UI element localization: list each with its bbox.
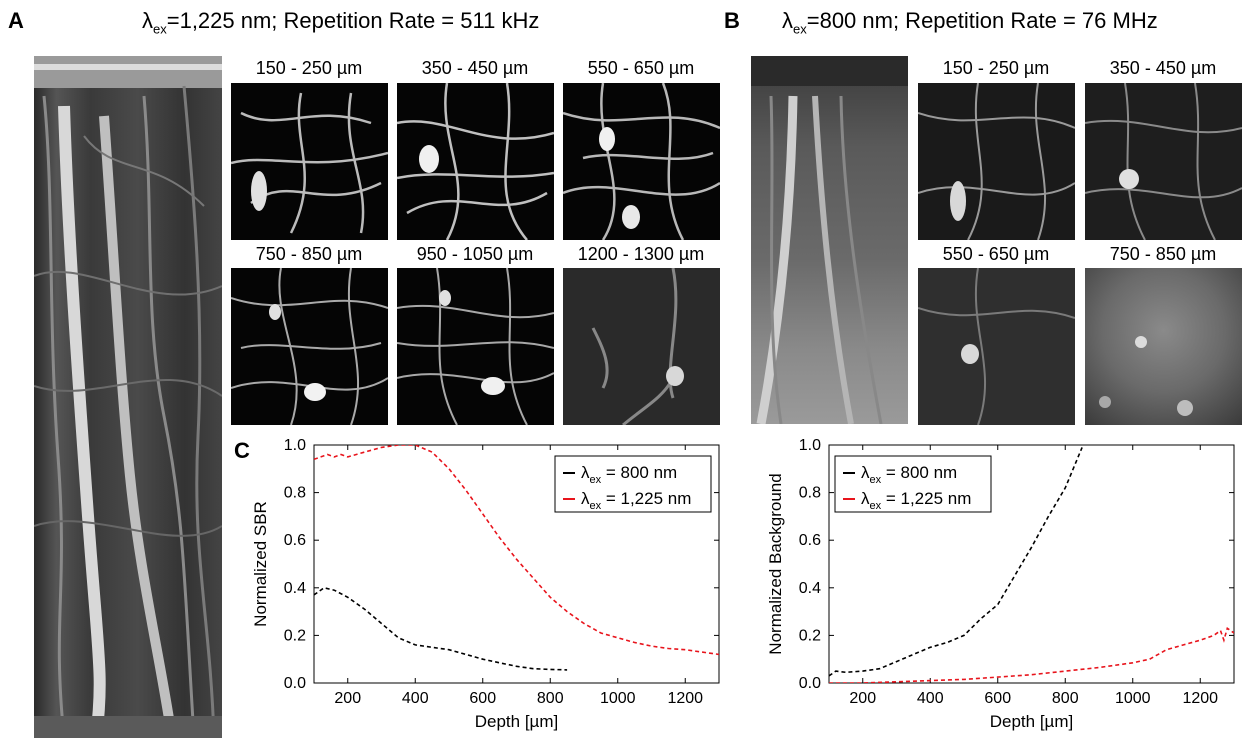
y-tick-label: 0.0: [284, 675, 306, 692]
x-axis-label: Depth [µm]: [990, 712, 1074, 731]
legend-box: [834, 455, 992, 513]
y-tick-label: 1.0: [284, 437, 306, 454]
y-tick-label: 0.8: [284, 485, 306, 502]
vessel-image-b-150-250: [918, 83, 1075, 240]
vessel-image-b-750-850: [1085, 268, 1242, 425]
tile-label-a-4: 750 - 850 µm: [255, 244, 363, 264]
plot-frame: [313, 444, 720, 684]
vessel-image-a-350-450: [397, 83, 554, 240]
x-tick-label: 400: [402, 690, 429, 707]
vessel-image-a-1200-1300: [563, 268, 720, 425]
tile-label-b-4: 750 - 850 µm: [1109, 244, 1217, 264]
x-tick-label: 1200: [1182, 690, 1218, 707]
y-tick-label: 0.2: [799, 627, 821, 644]
x-tick-label: 400: [917, 690, 944, 707]
x-tick-label: 800: [1052, 690, 1079, 707]
x-tick-label: 600: [984, 690, 1011, 707]
y-tick-label: 0.0: [799, 675, 821, 692]
background-chart: 200 400 600 800 1000 1200 0.0 0.2 0.4 0.6 0.8 1.0 De…: [766, 437, 1235, 731]
tile-label-a-2: 350 - 450 µm: [421, 58, 529, 78]
y-tick-label: 1.0: [799, 437, 821, 454]
x-tick-label: 800: [537, 690, 564, 707]
x-tick-label: 600: [469, 690, 496, 707]
panel-a-title: λex=1,225 nm; Repetition Rate = 511 kHz: [142, 8, 540, 37]
tile-label-b-3: 550 - 650 µm: [942, 244, 1050, 264]
side-projection-image-a: [34, 56, 222, 738]
tile-label-a-6: 1200 - 1300 µm: [577, 244, 705, 264]
tile-label-b-1: 150 - 250 µm: [942, 58, 1050, 78]
x-tick-label: 200: [334, 690, 361, 707]
vessel-image-a-150-250: [231, 83, 388, 240]
plot-frame: [828, 444, 1235, 684]
sbr-chart: 200 400 600 800 1000 1200 0.0 0.2 0.4 0.6 0.8 1.0 De…: [251, 437, 720, 731]
vessel-image-b-350-450: [1085, 83, 1242, 240]
y-axis-label: Normalized SBR: [251, 501, 270, 627]
y-axis-label: Normalized Background: [766, 473, 785, 654]
legend-label-0: λex = 800 nm: [861, 463, 957, 486]
series-line-0: [314, 586, 568, 671]
legend-label-0: λex = 800 nm: [581, 463, 677, 486]
tile-label-a-3: 550 - 650 µm: [587, 58, 695, 78]
series-line-1: [314, 445, 719, 656]
series-line-0: [829, 447, 1083, 677]
x-tick-label: 1000: [1115, 690, 1151, 707]
y-tick-label: 0.4: [284, 580, 306, 597]
vessel-image-b-550-650: [918, 268, 1075, 425]
panel-letter-b: B: [724, 8, 740, 33]
legend-box: [554, 455, 712, 513]
y-tick-label: 0.4: [799, 580, 821, 597]
legend-label-1: λex = 1,225 nm: [581, 489, 691, 512]
y-tick-label: 0.8: [799, 485, 821, 502]
side-projection-image-b: [751, 56, 908, 424]
y-tick-label: 0.2: [284, 627, 306, 644]
x-tick-label: 200: [849, 690, 876, 707]
vessel-image-a-550-650: [563, 83, 720, 240]
tile-label-a-5: 950 - 1050 µm: [416, 244, 534, 264]
tile-label-b-2: 350 - 450 µm: [1109, 58, 1217, 78]
y-tick-label: 0.6: [284, 532, 306, 549]
legend-label-1: λex = 1,225 nm: [861, 489, 971, 512]
vessel-image-a-950-1050: [397, 268, 554, 425]
x-tick-label: 1200: [667, 690, 703, 707]
series-line-1: [829, 626, 1234, 683]
panel-b-title: λex=800 nm; Repetition Rate = 76 MHz: [782, 8, 1158, 37]
panel-letter-a: A: [8, 8, 24, 33]
tile-label-a-1: 150 - 250 µm: [255, 58, 363, 78]
vessel-image-a-750-850: [231, 268, 388, 425]
x-tick-label: 1000: [600, 690, 636, 707]
y-tick-label: 0.6: [799, 532, 821, 549]
panel-letter-c: C: [234, 438, 250, 463]
x-axis-label: Depth [µm]: [475, 712, 559, 731]
